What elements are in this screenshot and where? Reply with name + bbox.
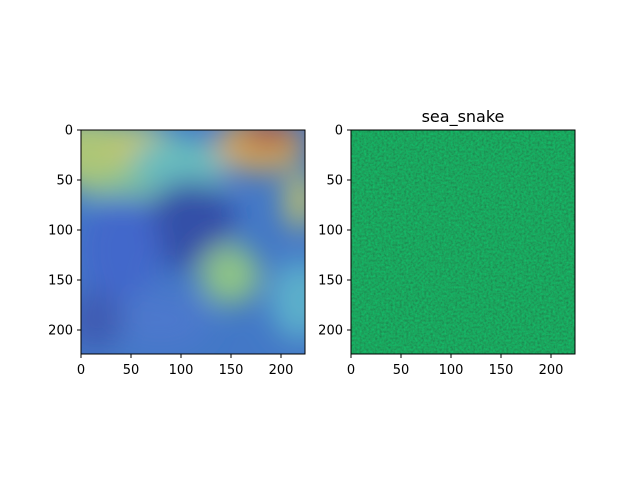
heatmap-image-right [351,130,575,354]
x-tick-label: 50 [123,363,140,378]
heatmap-panel-left: 0 50 100 150 200 0 50 100 150 200 [48,124,306,379]
x-tick-label: 150 [489,363,514,378]
y-tick-label: 150 [318,274,343,289]
x-tick-label: 200 [269,363,294,378]
x-tick-label: 0 [77,363,85,378]
x-tick-label: 100 [169,363,194,378]
heatmap-image-left [81,130,305,354]
y-tick-label: 200 [48,324,73,339]
y-tick-label: 100 [48,224,73,239]
plot-frame-left [80,129,306,355]
y-tick-label: 0 [65,124,73,139]
y-tick-label: 50 [56,174,73,189]
axis-ticks-left: 0 50 100 150 200 0 50 100 150 200 [48,124,293,379]
x-tick-label: 0 [347,363,355,378]
axis-ticks-right: 0 50 100 150 200 0 50 100 150 200 [318,124,563,379]
chart-title-right: sea_snake [422,107,505,127]
y-tick-label: 100 [318,224,343,239]
y-tick-label: 50 [326,174,343,189]
x-tick-label: 50 [393,363,410,378]
heatmap-panel-right: sea_snake 0 50 100 150 200 0 50 100 150 200 [318,107,576,379]
x-tick-label: 150 [219,363,244,378]
x-tick-label: 200 [539,363,564,378]
y-tick-label: 0 [335,124,343,139]
y-tick-label: 150 [48,274,73,289]
y-tick-label: 200 [318,324,343,339]
plot-frame-right [350,129,576,355]
x-tick-label: 100 [439,363,464,378]
